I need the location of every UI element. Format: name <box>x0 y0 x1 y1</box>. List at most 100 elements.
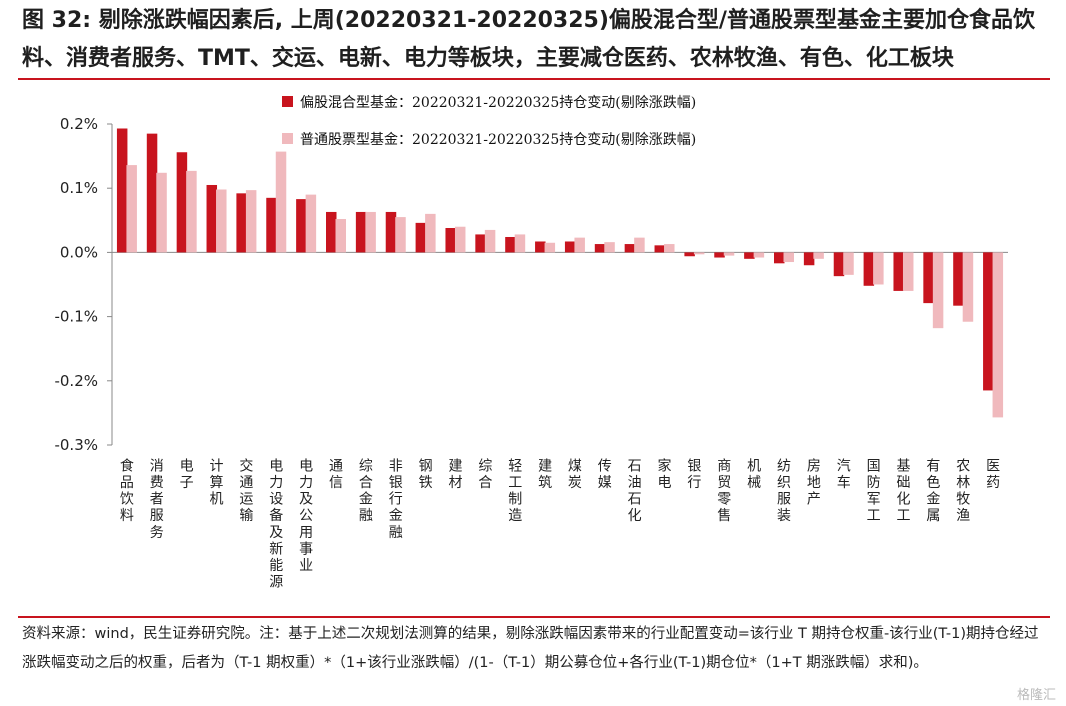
bar-series1 <box>415 222 427 253</box>
bar-series2 <box>186 170 197 253</box>
x-category-label: 综合金融 <box>359 458 373 524</box>
bar-series2 <box>932 252 944 329</box>
x-category-label: 医药 <box>986 458 1000 491</box>
bar-series1 <box>116 128 128 253</box>
bar-series1 <box>983 252 994 391</box>
bar-series1 <box>863 252 875 286</box>
bar-series1 <box>146 133 158 253</box>
x-category-label: 综合 <box>478 458 492 491</box>
bar-series1 <box>774 252 785 264</box>
x-category-label: 钢铁 <box>419 458 433 491</box>
bar-series1 <box>385 211 397 253</box>
bar-series2 <box>843 252 854 275</box>
legend-label: 偏股混合型基金：20220321-20220325持仓变动(剔除涨跌幅) <box>300 94 696 111</box>
x-category-label: 房地产 <box>807 458 821 507</box>
bar-series1 <box>833 252 845 277</box>
bar-series2 <box>395 217 406 253</box>
y-tick-label: -0.2% <box>54 372 98 390</box>
x-category-label: 通信 <box>329 458 343 491</box>
bar-series1 <box>953 252 964 306</box>
bar-series2 <box>813 252 824 259</box>
bar-series1 <box>654 245 666 253</box>
legend-swatch <box>282 133 293 144</box>
x-category-label: 家电 <box>658 457 672 491</box>
bar-series2 <box>574 237 585 253</box>
bar-series2 <box>992 252 1004 418</box>
x-category-label: 银行 <box>687 458 701 491</box>
x-category-label: 机械 <box>747 458 761 491</box>
bar-series1 <box>803 252 815 266</box>
x-category-label: 计算机 <box>210 458 224 507</box>
bar-series2 <box>156 172 167 253</box>
x-category-label: 消费者服务 <box>150 458 164 540</box>
bar-series1 <box>714 252 725 258</box>
x-category-label: 农林牧渔 <box>956 458 970 524</box>
y-tick-label: 0.0% <box>60 243 98 261</box>
bar-series2 <box>753 252 765 258</box>
figure-title: 图 32: 剔除涨跌幅因素后, 上周(20220321-20220325)偏股混… <box>22 8 1035 71</box>
bar-series1 <box>176 152 188 253</box>
x-category-label: 石油石化 <box>628 458 642 524</box>
y-tick-label: 0.1% <box>60 179 98 197</box>
bar-series2 <box>335 219 346 253</box>
bar-series1 <box>236 193 247 253</box>
x-category-label: 纺织服装 <box>777 458 791 524</box>
bar-series2 <box>216 189 227 253</box>
bar-series1 <box>355 211 367 253</box>
x-category-label: 有色金属 <box>926 458 940 524</box>
x-category-label: 电力及公用事业 <box>299 458 313 574</box>
bar-series2 <box>634 237 645 253</box>
bar-series1 <box>744 252 755 259</box>
x-category-label: 汽车 <box>837 458 851 491</box>
bar-series2 <box>902 252 914 291</box>
bar-series2 <box>365 211 376 253</box>
bar-chart: 0.2% 0.1% 0.0% -0.1% -0.2% -0.3% 食品饮料 消费者服务 电子计算… <box>54 94 1008 591</box>
bar-series1 <box>594 244 606 253</box>
bar-series1 <box>923 252 934 304</box>
x-category-label: 煤炭 <box>568 458 582 491</box>
x-category-label: 电子 <box>180 458 194 491</box>
x-category-label: 商贸零售 <box>717 458 731 524</box>
bar-series2 <box>245 190 257 253</box>
watermark-logo: 格隆汇 <box>1016 688 1056 703</box>
bar-series2 <box>962 252 974 322</box>
bar-series2 <box>873 252 884 285</box>
x-category-label: 轻工制造 <box>508 458 522 524</box>
x-category-label: 国防军工 <box>867 458 881 524</box>
bar-series2 <box>484 229 496 253</box>
legend-swatch <box>282 96 293 107</box>
x-category-label: 电力设备及新能源 <box>269 458 283 590</box>
bar-series2 <box>425 213 436 253</box>
bar-series1 <box>893 252 904 291</box>
source-note: 资料来源：wind，民生证券研究院。注：基于上述二次规划法测算的结果，剔除涨跌幅… <box>22 626 1039 671</box>
bar-series1 <box>266 197 277 253</box>
bar-series1 <box>684 252 695 257</box>
bar-series1 <box>326 211 337 253</box>
bar-series2 <box>664 244 675 253</box>
x-category-label: 建筑 <box>538 458 552 491</box>
bar-series2 <box>305 194 317 253</box>
bar-series2 <box>454 226 466 253</box>
y-tick-label: 0.2% <box>60 115 98 133</box>
y-tick-label: -0.1% <box>54 308 98 326</box>
bar-series1 <box>505 236 516 253</box>
bar-series2 <box>126 165 137 253</box>
bar-series1 <box>564 241 576 253</box>
bar-series2 <box>514 234 526 253</box>
x-category-label: 食品饮料 <box>120 457 134 524</box>
bar-series2 <box>693 252 705 255</box>
legend-label: 普通股票型基金：20220321-20220325持仓变动(剔除涨跌幅) <box>300 131 696 148</box>
bar-series1 <box>296 199 307 253</box>
bar-series2 <box>544 242 556 253</box>
source-rule <box>18 616 1050 618</box>
x-category-label: 基础化工 <box>896 457 910 524</box>
bar-series2 <box>783 252 794 263</box>
bar-series1 <box>206 184 218 253</box>
x-category-label: 交通运输 <box>239 457 253 524</box>
bar-series1 <box>445 228 456 253</box>
y-tick-label: -0.3% <box>54 436 98 454</box>
bar-series1 <box>475 234 486 253</box>
bar-series1 <box>535 241 546 253</box>
bar-series2 <box>275 151 287 253</box>
title-rule <box>18 78 1050 80</box>
